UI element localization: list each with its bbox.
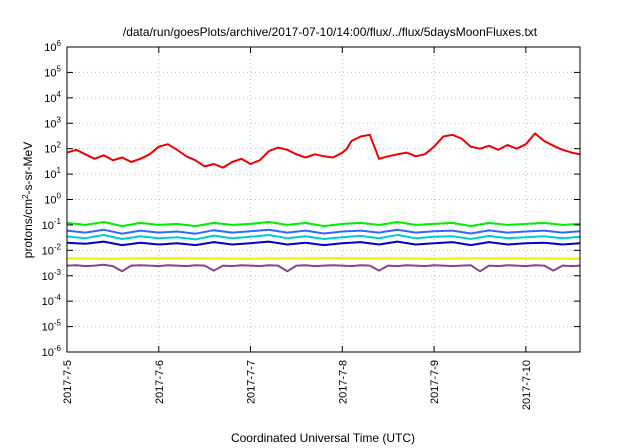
- y-tick-label: 105: [44, 64, 61, 79]
- y-tick-label-base: 10: [42, 220, 54, 232]
- series-line-7: [66, 263, 581, 273]
- y-tick-label-exponent: 1: [57, 166, 62, 175]
- y-tick-label-exponent: -5: [54, 319, 62, 328]
- y-tick-label: 10-6: [42, 344, 62, 359]
- y-tick-label: 10-1: [42, 217, 62, 232]
- series-layer: [66, 132, 581, 273]
- y-tick-label-exponent: -4: [54, 293, 62, 302]
- y-tick-label-base: 10: [44, 42, 56, 54]
- y-tick-label-base: 10: [44, 195, 56, 207]
- y-tick-label-exponent: 2: [57, 141, 62, 150]
- y-tick-label-base: 10: [44, 144, 56, 156]
- y-tick-label-exponent: -2: [54, 242, 62, 251]
- x-tick-label: 2017-7-9: [429, 360, 441, 404]
- grid: [66, 46, 580, 353]
- y-axis-tick-labels: 10610510410310210110010-110-210-310-410-…: [42, 39, 62, 359]
- y-tick-label: 10-4: [42, 293, 62, 308]
- x-tick-label: 2017-7-7: [246, 360, 258, 404]
- y-tick-label-exponent: 3: [57, 115, 62, 124]
- y-tick-label-base: 10: [42, 322, 54, 334]
- x-axis-label: Coordinated Universal Time (UTC): [231, 431, 415, 445]
- series-line-5: [66, 240, 581, 247]
- x-tick-label: 2017-7-6: [154, 360, 166, 404]
- y-tick-label-exponent: -6: [54, 344, 62, 353]
- series-line-3: [66, 234, 581, 241]
- y-axis-label-suffix: -s-sr-MeV: [21, 142, 35, 195]
- y-tick-label-base: 10: [42, 271, 54, 283]
- y-tick-label-exponent: -3: [54, 268, 62, 277]
- x-axis-tick-labels: 2017-7-5 2017-7-6 2017-7-7 2017-7-8 2017-7-9…: [62, 360, 533, 410]
- y-tick-label-exponent: 5: [57, 64, 62, 73]
- y-tick-label-exponent: -1: [54, 217, 62, 226]
- y-tick-label: 10-3: [42, 268, 62, 283]
- y-tick-label-base: 10: [44, 93, 56, 105]
- y-axis-label-superscript: 2: [21, 194, 30, 199]
- y-tick-label-exponent: 6: [57, 39, 62, 48]
- y-tick-label: 101: [44, 166, 61, 181]
- y-tick-label-base: 10: [44, 67, 56, 79]
- y-tick-label: 100: [44, 192, 61, 207]
- y-tick-label-base: 10: [42, 245, 54, 257]
- y-tick-label: 104: [44, 90, 61, 105]
- x-tick-label: 2017-7-10: [521, 360, 533, 410]
- y-axis-label-prefix: protons/cm: [21, 199, 35, 258]
- y-axis-label: protons/cm2-s-sr-MeV: [21, 142, 36, 258]
- y-tick-label-base: 10: [42, 347, 54, 359]
- series-line-6: [66, 257, 581, 260]
- y-tick-label-base: 10: [42, 296, 54, 308]
- series-line-1: [66, 132, 581, 169]
- y-tick-label: 10-2: [42, 242, 62, 257]
- y-tick-label: 10-5: [42, 319, 62, 334]
- y-tick-label: 106: [44, 39, 61, 54]
- axis-ticks: [66, 46, 580, 353]
- x-tick-label: 2017-7-8: [337, 360, 349, 404]
- series-line-2: [66, 221, 581, 228]
- y-tick-label-exponent: 0: [57, 192, 62, 201]
- series-line-4: [66, 228, 581, 235]
- y-tick-label-base: 10: [44, 169, 56, 181]
- y-tick-label-base: 10: [44, 118, 56, 130]
- y-tick-label: 102: [44, 141, 61, 156]
- chart-title: /data/run/goesPlots/archive/2017-07-10/1…: [123, 25, 538, 39]
- y-tick-label-exponent: 4: [57, 90, 62, 99]
- y-tick-label: 103: [44, 115, 61, 130]
- x-tick-label: 2017-7-5: [62, 360, 74, 404]
